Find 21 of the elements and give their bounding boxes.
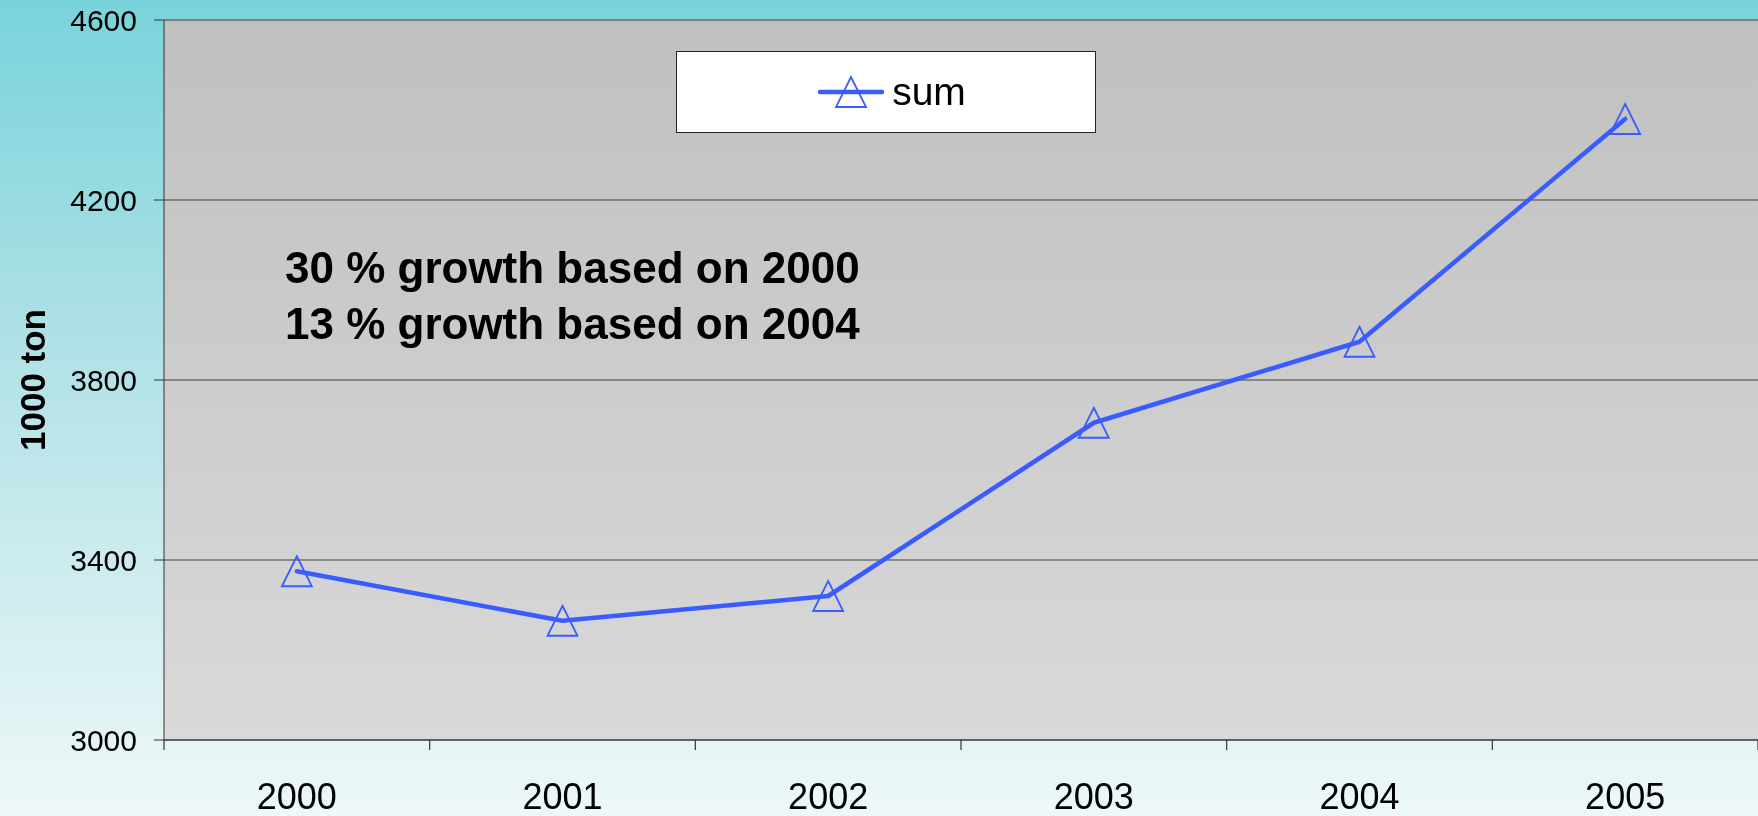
y-axis-title: 1000 ton [12, 309, 52, 451]
point [1077, 406, 1110, 439]
annotation: 30 % growth based on 2000 [285, 242, 860, 294]
annotation: 13 % growth based on 2004 [285, 298, 860, 350]
x-tick-label: 2004 [1319, 775, 1400, 816]
x-tick-label: 2003 [1053, 775, 1134, 816]
point [1609, 103, 1642, 135]
y-tick-label: 3000 [70, 723, 137, 757]
x-tick-label: 2001 [522, 775, 603, 816]
legend-label: sum [892, 70, 966, 114]
x-tick-label: 2005 [1585, 775, 1666, 816]
point [812, 580, 845, 612]
x-tick-label: 2000 [256, 775, 337, 816]
point [1343, 325, 1376, 358]
point [546, 604, 579, 637]
point [280, 555, 313, 588]
y-tick-label: 4600 [70, 3, 137, 37]
x-tick-label: 2002 [788, 775, 869, 816]
y-tick-label: 3800 [70, 363, 137, 397]
y-tick-label: 4200 [70, 183, 137, 217]
y-tick-label: 3400 [70, 543, 137, 577]
